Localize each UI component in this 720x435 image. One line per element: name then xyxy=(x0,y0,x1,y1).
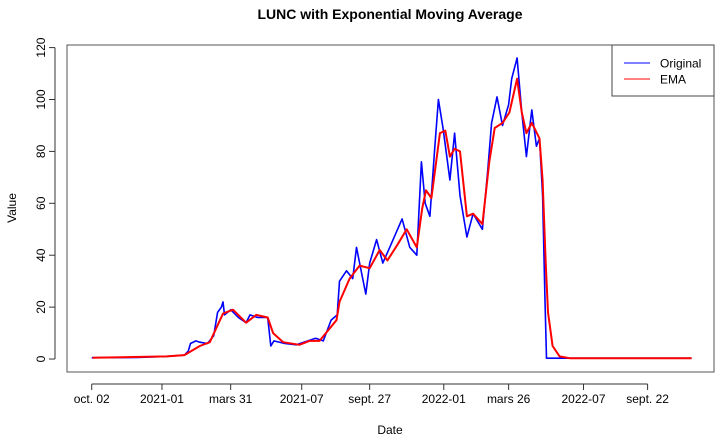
x-tick-label: 2022-07 xyxy=(561,392,605,406)
x-tick-label: mars 26 xyxy=(487,392,531,406)
x-tick-label: oct. 02 xyxy=(74,392,110,406)
series-lines xyxy=(91,57,692,360)
x-tick-label: sept. 22 xyxy=(626,392,669,406)
x-tick-label: 2021-01 xyxy=(140,392,184,406)
x-tick-label: 2021-07 xyxy=(280,392,324,406)
y-axis: 0 20 40 60 80 100 120 xyxy=(34,37,56,362)
y-tick-label: 120 xyxy=(34,37,48,57)
x-tick-label: sept. 27 xyxy=(348,392,391,406)
y-tick-label: 60 xyxy=(34,196,48,210)
series-line-ema xyxy=(92,77,692,360)
legend-box xyxy=(611,44,715,97)
plot-frame xyxy=(66,44,715,373)
y-tick-label: 100 xyxy=(34,89,48,109)
series-line-original xyxy=(91,57,692,359)
x-tick-label: 2022-01 xyxy=(422,392,466,406)
y-tick-label: 0 xyxy=(34,355,48,362)
x-axis: oct. 02 2021-01 mars 31 2021-07 sept. 27 2022… xyxy=(74,383,669,406)
y-tick-label: 80 xyxy=(34,144,48,158)
y-tick-label: 40 xyxy=(34,248,48,262)
chart-title: LUNC with Exponential Moving Average xyxy=(258,6,523,22)
legend: Original EMA xyxy=(611,44,715,97)
legend-label-ema: EMA xyxy=(660,73,686,87)
y-axis-label: Value xyxy=(5,193,19,223)
x-axis-label: Date xyxy=(377,423,403,435)
legend-label-original: Original xyxy=(660,57,701,71)
y-tick-label: 20 xyxy=(34,300,48,314)
x-tick-label: mars 31 xyxy=(209,392,253,406)
